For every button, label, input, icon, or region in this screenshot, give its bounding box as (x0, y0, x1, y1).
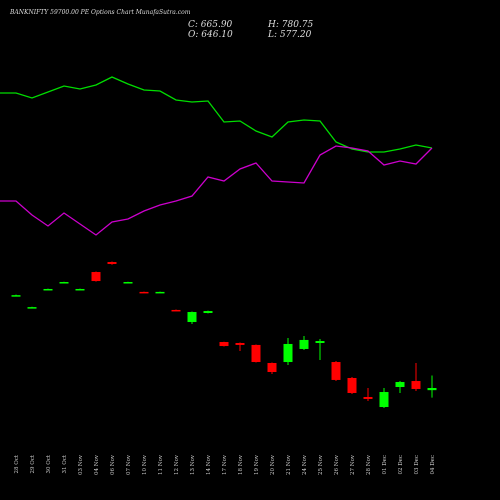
x-tick-label: 03 Dec (414, 455, 420, 475)
candle-body (299, 339, 309, 349)
x-tick-label: 19 Nov (254, 454, 260, 475)
x-tick-label: 04 Nov (94, 454, 100, 475)
indicator-line (0, 76, 433, 153)
candle-body (395, 382, 405, 388)
x-tick-label: 18 Nov (238, 454, 244, 475)
x-tick-label: 13 Nov (190, 454, 196, 475)
x-tick-label: 14 Nov (206, 454, 212, 475)
info-close: C: 665.90 (188, 20, 233, 30)
x-tick-label: 26 Nov (334, 454, 340, 475)
candle-body (43, 288, 53, 291)
candle-body (315, 341, 325, 343)
x-tick-label: 03 Nov (78, 454, 84, 475)
x-tick-label: 30 Oct (46, 454, 52, 473)
candle-body (379, 392, 389, 408)
x-tick-label: 17 Nov (222, 454, 228, 475)
candle-body (171, 309, 181, 312)
x-tick-label: 27 Nov (350, 454, 356, 475)
x-tick-label: 28 Oct (14, 454, 20, 473)
x-tick-label: 10 Nov (142, 454, 148, 475)
candle-body (11, 295, 21, 297)
candle-body (235, 342, 245, 345)
candle-body (91, 272, 101, 282)
x-tick-label: 07 Nov (126, 454, 132, 475)
candle-body (331, 362, 341, 380)
candle-body (59, 282, 69, 284)
candle-body (203, 311, 213, 313)
candle-body (123, 282, 133, 284)
candle-body (27, 307, 37, 309)
info-high: H: 780.75 (267, 20, 314, 30)
x-tick-label: 02 Dec (398, 455, 404, 475)
candle-body (139, 291, 149, 294)
candle-body (267, 362, 277, 373)
candle-body (187, 312, 197, 323)
info-open: O: 646.10 (188, 30, 233, 40)
candle-body (251, 344, 261, 363)
x-tick-label: 24 Nov (302, 454, 308, 475)
candle-body (411, 381, 421, 389)
candle-body (75, 288, 85, 291)
x-tick-label: 06 Nov (110, 454, 116, 475)
candle-body (427, 388, 437, 391)
info-low: L: 577.20 (267, 30, 312, 40)
x-tick-label: 04 Dec (430, 455, 436, 475)
candle-body (363, 397, 373, 399)
x-tick-label: 12 Nov (174, 454, 180, 475)
candle-body (107, 262, 117, 264)
x-tick-label: 31 Oct (62, 454, 68, 473)
x-tick-label: 29 Oct (30, 454, 36, 473)
indicator-line (0, 145, 433, 236)
candle-body (347, 377, 357, 393)
x-tick-label: 20 Nov (270, 454, 276, 475)
x-tick-label: 01 Dec (382, 455, 388, 475)
candle-body (155, 291, 165, 294)
candle-body (219, 342, 229, 347)
chart-title: BANKNIFTY 59700.00 PE Options Chart Muna… (9, 9, 191, 16)
x-tick-label: 25 Nov (318, 454, 324, 475)
x-tick-label: 28 Nov (366, 454, 372, 475)
x-tick-label: 11 Nov (158, 454, 164, 475)
candle-body (283, 343, 293, 363)
x-tick-label: 21 Nov (286, 454, 292, 475)
